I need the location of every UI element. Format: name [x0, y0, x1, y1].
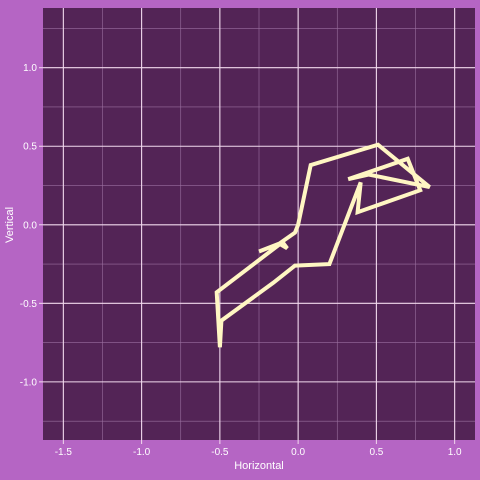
- series-line: [214, 142, 431, 348]
- x-tick-label: 0.5: [369, 447, 383, 458]
- y-tick-label: 1.0: [23, 63, 37, 74]
- series-layer: [214, 142, 431, 348]
- y-axis-title: Vertical: [4, 207, 16, 243]
- y-tick-label: 0.5: [23, 142, 37, 153]
- y-tick-label: 0.0: [23, 220, 37, 231]
- minor-gridlines: [43, 8, 475, 440]
- x-tick-label: -1.0: [133, 447, 151, 458]
- x-tick-label: -1.5: [55, 447, 73, 458]
- x-axis-title: Horizontal: [234, 460, 284, 472]
- y-axis: -1.0 -0.5 0.0 0.5 1.0: [20, 63, 43, 388]
- x-axis: -1.5 -1.0 -0.5 0.0 0.5 1.0: [55, 440, 462, 458]
- x-tick-label: 0.0: [291, 447, 305, 458]
- y-tick-label: -1.0: [20, 377, 38, 388]
- y-tick-label: -0.5: [20, 299, 38, 310]
- x-tick-label: 1.0: [448, 447, 462, 458]
- x-tick-label: -0.5: [211, 447, 229, 458]
